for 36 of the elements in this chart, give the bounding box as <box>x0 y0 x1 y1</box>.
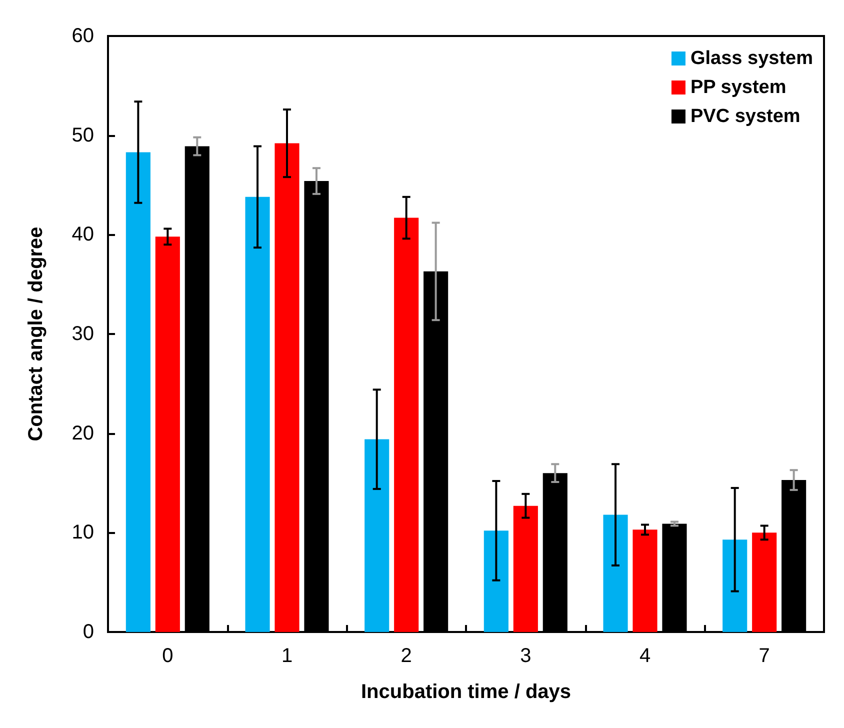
y-tick-label: 30 <box>72 323 94 345</box>
x-tick-label: 0 <box>162 645 174 667</box>
x-tick-label: 4 <box>639 645 651 667</box>
bar <box>126 152 150 632</box>
legend-label: PVC system <box>690 106 800 127</box>
bar <box>394 218 419 632</box>
bar <box>752 532 777 632</box>
y-tick-label: 0 <box>82 621 94 643</box>
bar <box>782 480 806 632</box>
bar <box>274 143 300 632</box>
bar <box>722 540 748 632</box>
y-tick-label: 60 <box>72 25 94 47</box>
x-tick-label: 3 <box>520 645 532 667</box>
bar <box>542 473 568 632</box>
x-tick-label: 7 <box>758 645 770 667</box>
bar <box>662 524 687 632</box>
bar <box>245 196 270 632</box>
bar <box>513 506 538 632</box>
y-tick-label: 40 <box>72 224 94 246</box>
y-axis-title: Contact angle / degree <box>25 226 47 442</box>
bar <box>484 530 508 632</box>
x-axis-title: Incubation time / days <box>360 681 572 703</box>
legend-label: PP system <box>690 77 786 98</box>
bar <box>632 530 658 632</box>
bar <box>364 439 390 632</box>
y-tick-label: 20 <box>72 422 94 444</box>
x-tick-label: 2 <box>400 645 412 667</box>
bar <box>184 146 210 632</box>
y-tick-label: 10 <box>72 522 94 544</box>
bar <box>155 236 180 632</box>
bar <box>304 181 329 632</box>
bar <box>603 514 628 632</box>
y-tick-label: 50 <box>72 124 94 146</box>
legend-label: Glass system <box>690 48 814 69</box>
bar <box>424 271 448 632</box>
x-tick-label: 1 <box>281 645 293 667</box>
